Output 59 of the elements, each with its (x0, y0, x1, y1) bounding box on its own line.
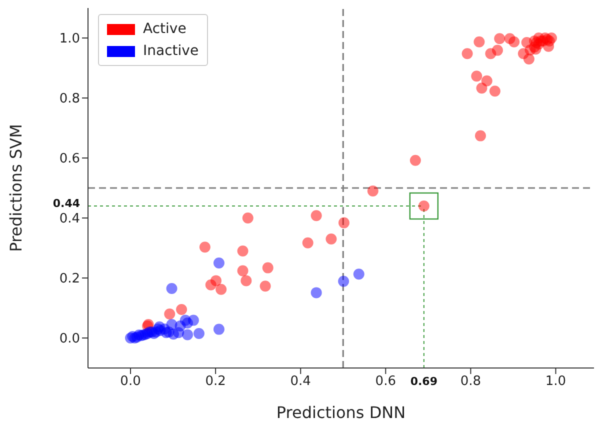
point (310, 210, 322, 222)
point (262, 262, 274, 274)
y-tick-label: 0.2 (59, 272, 80, 287)
ref-line-label: 0.69 (410, 375, 438, 388)
point (302, 237, 314, 248)
point (164, 308, 176, 320)
point (462, 48, 473, 60)
point (523, 54, 534, 64)
point (166, 283, 178, 294)
point (533, 32, 544, 44)
x-tick-label: 0.2 (205, 374, 226, 390)
legend-label: Inactive (143, 43, 199, 59)
x-tick-label: 0.8 (460, 374, 482, 390)
point (260, 280, 271, 292)
y-tick-label: 1.0 (59, 32, 80, 47)
point (182, 329, 193, 340)
point (543, 40, 554, 52)
point (338, 217, 350, 228)
point (242, 212, 254, 224)
y-axis-title: Predictions SVM (6, 124, 26, 252)
point (240, 275, 252, 286)
point (474, 130, 486, 142)
point (213, 258, 224, 268)
point (489, 86, 500, 97)
point (237, 246, 248, 256)
legend-label: Active (143, 21, 186, 37)
point (353, 268, 364, 280)
point (173, 327, 184, 338)
point (367, 186, 378, 196)
point (326, 234, 337, 244)
x-tick-label: 0.0 (120, 374, 141, 390)
point (494, 33, 506, 44)
point (471, 70, 482, 82)
y-tick-label: 0.4 (59, 212, 80, 227)
x-axis-title: Predictions DNN (276, 403, 406, 422)
y-tick-label: 0.0 (59, 332, 80, 347)
point (310, 287, 322, 298)
point (176, 304, 188, 315)
point (193, 328, 204, 339)
ref-line-label: 0.44 (52, 197, 80, 210)
point (338, 276, 350, 287)
x-tick-label: 0.6 (375, 374, 396, 390)
point (474, 36, 485, 48)
point (410, 154, 421, 166)
x-tick-label: 1.0 (545, 374, 566, 390)
point (199, 242, 210, 253)
y-tick-label: 0.8 (59, 92, 80, 107)
point (163, 326, 174, 338)
point (492, 44, 503, 56)
point (530, 44, 542, 55)
point (237, 265, 248, 276)
point (481, 75, 492, 86)
x-tick-label: 0.4 (290, 374, 311, 390)
point (205, 279, 216, 290)
point (213, 324, 224, 335)
point (216, 284, 227, 295)
point (508, 36, 520, 48)
point (476, 82, 488, 94)
y-tick-label: 0.6 (59, 152, 80, 167)
